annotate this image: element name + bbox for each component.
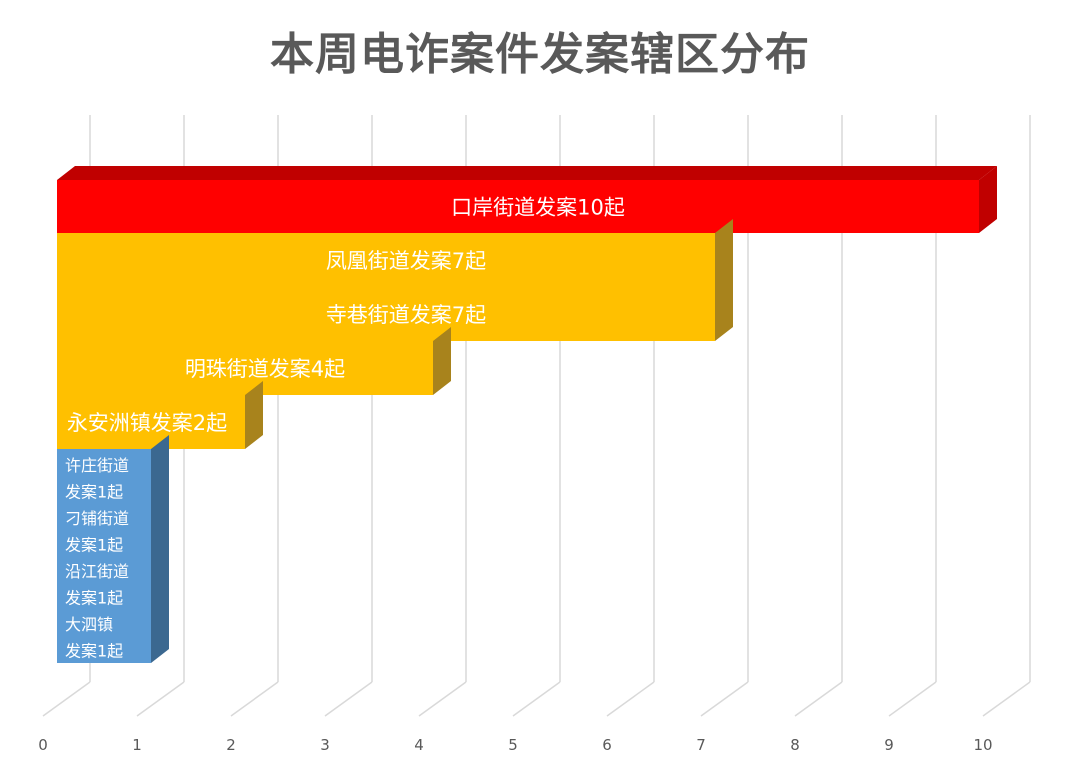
bar-side-3 [245,381,263,449]
bar-label-3-0: 永安洲镇发案2起 [67,411,227,435]
bar-side-4 [151,435,169,663]
floor-line-1 [136,681,185,717]
bar-label-4-5: 发案1起 [65,589,123,608]
bar-label-4-7: 发案1起 [65,642,123,661]
x-tick-label-2: 2 [226,736,236,754]
bar-label-1-0: 凤凰街道发案7起 [326,249,486,273]
x-tick-label-9: 9 [884,736,894,754]
bar-3 [57,395,245,449]
bar-4 [57,449,151,663]
bar-side-2 [433,327,451,395]
x-tick-label-6: 6 [602,736,612,754]
floor-line-9 [888,681,937,717]
bar-0 [57,180,979,233]
bar-label-0-0: 口岸街道发案10起 [451,196,625,220]
floor-line-3 [324,681,373,717]
bar-top-0 [57,166,997,180]
floor-line-2 [230,681,279,717]
bar-label-4-0: 许庄街道 [65,456,129,475]
chart-title: 本周电诈案件发案辖区分布 [270,29,810,80]
x-tick-label-7: 7 [696,736,706,754]
bar-label-4-4: 沿江街道 [65,562,129,581]
x-tick-label-10: 10 [973,736,992,754]
x-tick-label-8: 8 [790,736,800,754]
x-tick-label-0: 0 [38,736,48,754]
bar-label-4-2: 刁铺街道 [65,509,129,528]
bar-label-4-1: 发案1起 [65,483,123,502]
bar-label-1-1: 寺巷街道发案7起 [326,303,486,327]
floor-line-4 [418,681,467,717]
x-tick-label-5: 5 [508,736,518,754]
x-tick-label-4: 4 [414,736,424,754]
floor-line-8 [794,681,843,717]
bar-2 [57,341,433,395]
x-tick-label-3: 3 [320,736,330,754]
bar-side-0 [979,166,997,233]
bar-label-4-6: 大泗镇 [65,615,113,634]
floor-line-10 [982,681,1031,717]
floor-line-7 [700,681,749,717]
bar-1 [57,233,715,341]
bar-label-4-3: 发案1起 [65,536,123,555]
floor-line-5 [512,681,561,717]
bar-side-1 [715,219,733,341]
floor-line-0 [42,681,91,717]
bar-label-2-0: 明珠街道发案4起 [185,357,345,381]
x-tick-label-1: 1 [132,736,142,754]
floor-line-6 [606,681,655,717]
